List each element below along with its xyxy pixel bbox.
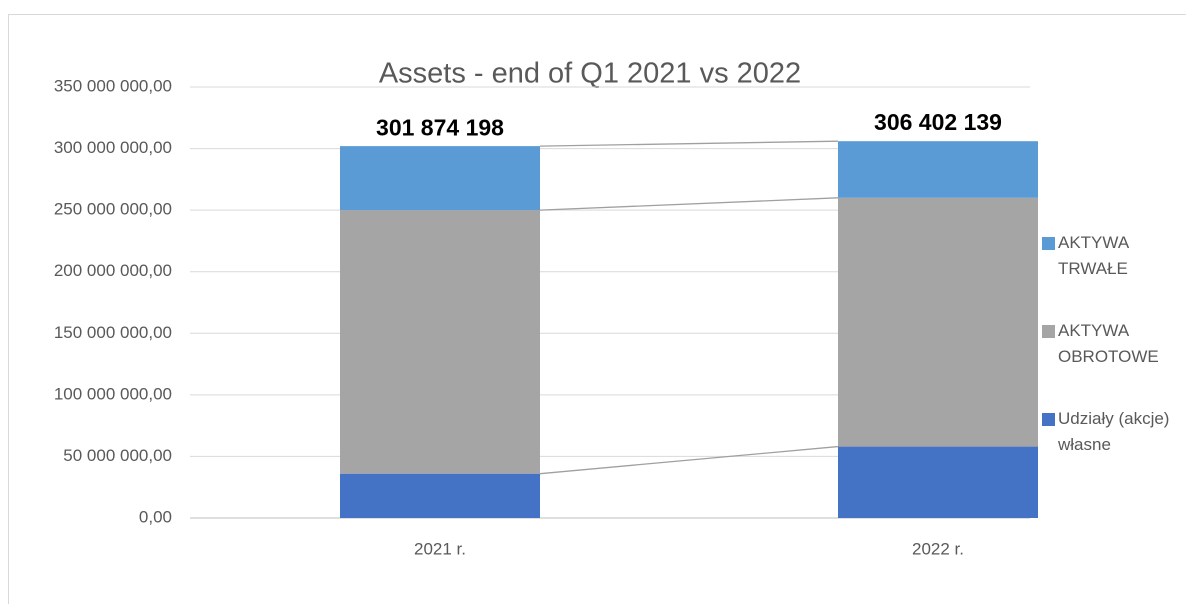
- total-label: 301 874 198: [376, 114, 504, 140]
- bar-segment: [838, 141, 1038, 198]
- bar-segment: [340, 146, 540, 211]
- series-line: [539, 140, 839, 147]
- y-tick-label: 50 000 000,00: [63, 446, 172, 465]
- bar-segment: [340, 473, 540, 518]
- total-label: 306 402 139: [874, 109, 1002, 135]
- chart-border: [8, 14, 1186, 604]
- y-tick-label: 150 000 000,00: [54, 323, 172, 342]
- y-tick-label: 300 000 000,00: [54, 138, 172, 157]
- bar-segment: [838, 446, 1038, 518]
- y-tick-label: 250 000 000,00: [54, 200, 172, 219]
- y-tick-label: 350 000 000,00: [54, 76, 172, 95]
- chart-title: Assets - end of Q1 2021 vs 2022: [379, 58, 801, 90]
- x-tick-label: 2022 r.: [912, 539, 964, 558]
- legend-swatch: [1042, 237, 1055, 250]
- bar-segment: [838, 197, 1038, 447]
- series-line: [539, 445, 839, 475]
- legend-label: Udziały (akcje) własne: [1058, 409, 1170, 454]
- legend-swatch: [1042, 325, 1055, 338]
- series-line: [539, 197, 839, 211]
- bar-segment: [340, 210, 540, 474]
- legend-label: AKTYWA TRWAŁE: [1058, 233, 1129, 278]
- legend-label: AKTYWA OBROTOWE: [1058, 321, 1159, 366]
- x-tick-label: 2021 r.: [414, 539, 466, 558]
- y-tick-label: 100 000 000,00: [54, 384, 172, 403]
- legend-swatch: [1042, 413, 1055, 426]
- y-tick-label: 200 000 000,00: [54, 261, 172, 280]
- y-tick-label: 0,00: [139, 507, 172, 526]
